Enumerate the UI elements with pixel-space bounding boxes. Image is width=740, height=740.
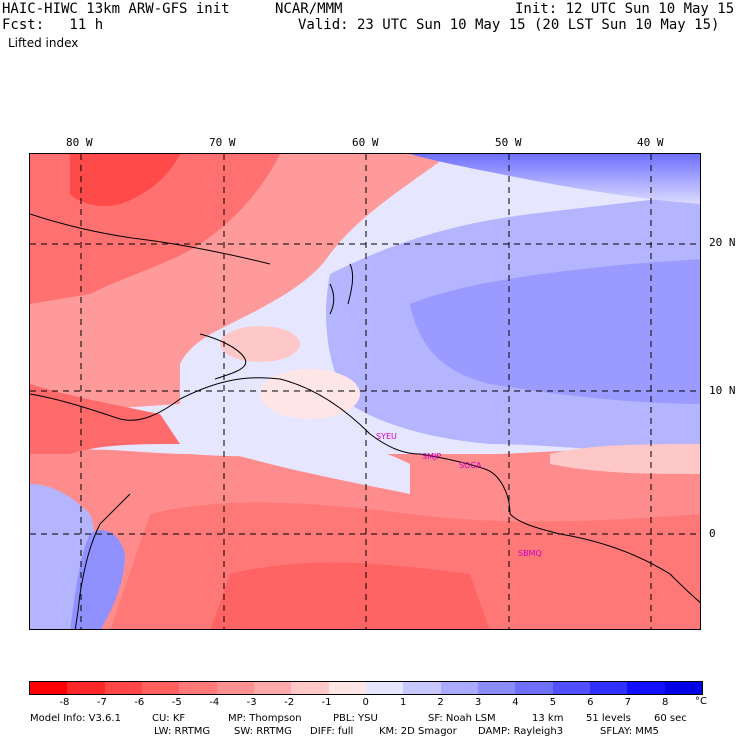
map-canvas xyxy=(30,154,700,629)
colorbar-tick-label: -7 xyxy=(96,697,107,708)
footer-model-info: Model Info: V3.6.1 xyxy=(30,713,121,724)
colorbar-swatch xyxy=(589,682,628,694)
colorbar-tick-label: 2 xyxy=(437,697,444,708)
colorbar-tick-label: -3 xyxy=(246,697,257,708)
lat-label-0: 0 xyxy=(709,527,716,540)
colorbar-swatch xyxy=(664,682,702,694)
footer-mp: MP: Thompson xyxy=(228,713,302,724)
field-name: Lifted index xyxy=(8,36,79,50)
footer-diff: DIFF: full xyxy=(310,726,354,737)
colorbar-tick-label: 4 xyxy=(512,697,519,708)
footer-km: KM: 2D Smagor xyxy=(379,726,457,737)
footer-damp: DAMP: Rayleigh3 xyxy=(478,726,564,737)
colorbar-tick-label: 6 xyxy=(587,697,594,708)
colorbar-tick-label: -8 xyxy=(59,697,70,708)
colorbar-swatch xyxy=(253,682,292,694)
station-label-soca: SOCA xyxy=(459,461,482,470)
lat-label-20n: 20 N xyxy=(709,236,736,249)
footer-lw: LW: RRTMG xyxy=(154,726,211,737)
colorbar-tick-label: 5 xyxy=(549,697,557,708)
lon-label-50w: 50 W xyxy=(495,136,522,149)
model-title: HAIC-HIWC 13km ARW-GFS init xyxy=(2,1,230,17)
colorbar-swatch xyxy=(365,682,404,694)
colorbar-tick-label: 7 xyxy=(624,697,631,708)
valid-time: Valid: 23 UTC Sun 10 May 15 (20 LST Sun … xyxy=(298,17,720,33)
colorbar-tick-label: -6 xyxy=(134,697,145,708)
colorbar-tick-label: 8 xyxy=(662,697,669,708)
footer-levels: 51 levels xyxy=(586,713,631,724)
colorbar-swatch xyxy=(552,682,590,694)
init-time: Init: 12 UTC Sun 10 May 15 xyxy=(515,1,735,17)
lon-label-80w: 80 W xyxy=(66,136,93,149)
colorbar-swatch xyxy=(403,682,441,694)
colorbar-swatch xyxy=(477,682,516,694)
colorbar-tick-label: -4 xyxy=(209,697,220,708)
footer-pbl: PBL: YSU xyxy=(333,713,378,724)
colorbar-tick-label: -2 xyxy=(284,697,295,708)
lon-label-60w: 60 W xyxy=(352,136,379,149)
org-label: NCAR/MMM xyxy=(275,1,343,17)
colorbar-swatch xyxy=(67,682,105,694)
colorbar-tick-label: 3 xyxy=(474,697,482,708)
station-label-syeu: SYEU xyxy=(376,432,397,441)
footer-sflay: SFLAY: MM5 xyxy=(600,726,659,737)
colorbar-tick-label: -1 xyxy=(321,697,332,708)
colorbar-swatch xyxy=(515,682,553,694)
footer-sf: SF: Noah LSM xyxy=(428,713,496,724)
lon-label-40w: 40 W xyxy=(637,136,664,149)
colorbar xyxy=(29,681,703,695)
colorbar-swatch xyxy=(141,682,180,694)
lifted-index-map xyxy=(29,153,701,630)
colorbar-swatch xyxy=(216,682,254,694)
colorbar-tick-label: -5 xyxy=(171,697,182,708)
colorbar-swatch xyxy=(328,682,366,694)
colorbar-unit: °C xyxy=(695,696,707,707)
footer-sw: SW: RRTMG xyxy=(234,726,292,737)
station-label-sbmq: SBMQ xyxy=(518,549,542,558)
colorbar-swatch xyxy=(627,682,665,694)
footer-cu: CU: KF xyxy=(152,713,186,724)
colorbar-swatch xyxy=(291,682,329,694)
colorbar-swatch xyxy=(104,682,142,694)
station-label-smjp: SMJP xyxy=(422,452,442,461)
colorbar-swatch xyxy=(179,682,217,694)
colorbar-swatch xyxy=(30,682,68,694)
footer-timestep: 60 sec xyxy=(654,713,687,724)
footer-resolution: 13 km xyxy=(532,713,564,724)
lat-label-10n: 10 N xyxy=(709,384,736,397)
colorbar-swatch xyxy=(440,682,478,694)
colorbar-tick-label: 0 xyxy=(362,697,369,708)
colorbar-tick-label: 1 xyxy=(399,697,407,708)
lon-label-70w: 70 W xyxy=(209,136,236,149)
forecast-hour: Fcst: 11 h xyxy=(2,17,104,33)
